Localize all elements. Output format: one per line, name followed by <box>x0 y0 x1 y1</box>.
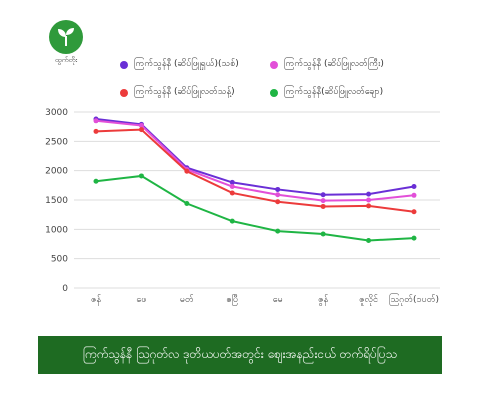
y-tick-label: 3000 <box>45 108 68 118</box>
data-point <box>184 168 190 174</box>
footer-banner: ကြက်သွန်နီ ဩဂုတ်လ ဒုတိယပတ်အတွင်း ဈေးအနည်… <box>38 336 442 374</box>
data-point <box>366 203 372 209</box>
data-point <box>184 201 190 207</box>
data-point <box>366 197 372 203</box>
data-point <box>366 191 372 197</box>
x-tick-label: ဧပြီ <box>226 294 238 306</box>
x-tick-label: ဇန် <box>91 294 102 306</box>
data-point <box>229 190 235 196</box>
x-tick-label: မတ် <box>180 294 194 305</box>
x-tick-label: ဇူလိုင် <box>359 294 378 306</box>
data-point <box>93 178 99 184</box>
y-tick-label: 1000 <box>45 225 68 235</box>
sprout-icon <box>49 20 83 54</box>
data-point <box>138 173 144 179</box>
y-tick-label: 0 <box>62 284 68 294</box>
y-tick-label: 1500 <box>45 196 68 206</box>
data-point <box>229 218 235 224</box>
data-point <box>138 127 144 133</box>
legend-label: ကြက်သွန်နီ (ဆိပ်ဖြူလတ်သန့်) <box>134 87 235 97</box>
logo-text: ထွက်တိုး <box>54 56 78 64</box>
data-point <box>275 228 281 234</box>
legend-label: ကြက်သွန်နီ (ဆိပ်ဖြူရှယ်)(သစ်) <box>134 59 239 69</box>
x-tick-label: ဇွန် <box>318 294 329 306</box>
footer-title: ကြက်သွန်နီ ဩဂုတ်လ ဒုတိယပတ်အတွင်း ဈေးအနည်… <box>82 347 398 361</box>
legend-item: ကြက်သွန်နီ (ဆိပ်ဖြူရှယ်)(သစ်) <box>120 58 239 71</box>
legend-label: ကြက်သွန်နီ(ဆိပ်ဖြူလတ်ချော) <box>284 87 384 97</box>
y-tick-label: 2000 <box>45 167 68 177</box>
line-chart: 0 500 1000 1500 2000 2500 3000 ဇန် ဖေ မတ် ဧပြီ မေ ဇွ… <box>45 108 440 306</box>
data-point <box>275 186 281 192</box>
data-point <box>229 184 235 190</box>
legend-item: ကြက်သွန်နီ (ဆိပ်ဖြူလတ်ကြီး) <box>270 58 384 71</box>
legend-swatch <box>120 88 128 97</box>
legend-swatch <box>270 60 278 69</box>
data-point <box>275 199 281 205</box>
y-tick-label: 500 <box>51 255 68 265</box>
y-tick-label: 2500 <box>45 137 68 147</box>
x-tick-label: မေ <box>273 295 283 305</box>
series-line <box>95 119 415 202</box>
legend-label: ကြက်သွန်နီ (ဆိပ်ဖြူလတ်ကြီး) <box>284 59 384 69</box>
brand-logo: ထွက်တိုး <box>46 20 86 66</box>
data-point <box>320 231 326 237</box>
legend-item: ကြက်သွန်နီ(ဆိပ်ဖြူလတ်ချော) <box>270 86 383 99</box>
data-point <box>411 235 417 241</box>
x-tick-label: ဖေ <box>136 295 146 305</box>
legend-swatch <box>270 88 278 97</box>
legend-item: ကြက်သွန်နီ (ဆိပ်ဖြူလတ်သန့်) <box>120 86 235 99</box>
series-line <box>95 174 415 242</box>
data-point <box>93 128 99 134</box>
legend-swatch <box>120 60 128 69</box>
data-point <box>320 198 326 204</box>
data-point <box>93 118 99 124</box>
data-point <box>275 192 281 198</box>
data-point <box>411 209 417 215</box>
data-point <box>411 184 417 190</box>
x-tick-label: ဩဂုတ်(၁ပတ်) <box>389 293 439 306</box>
data-point <box>320 192 326 198</box>
data-point <box>320 203 326 209</box>
data-point <box>229 179 235 185</box>
series-line <box>95 128 415 213</box>
data-point <box>411 192 417 198</box>
data-point <box>366 237 372 243</box>
data-point <box>138 122 144 128</box>
